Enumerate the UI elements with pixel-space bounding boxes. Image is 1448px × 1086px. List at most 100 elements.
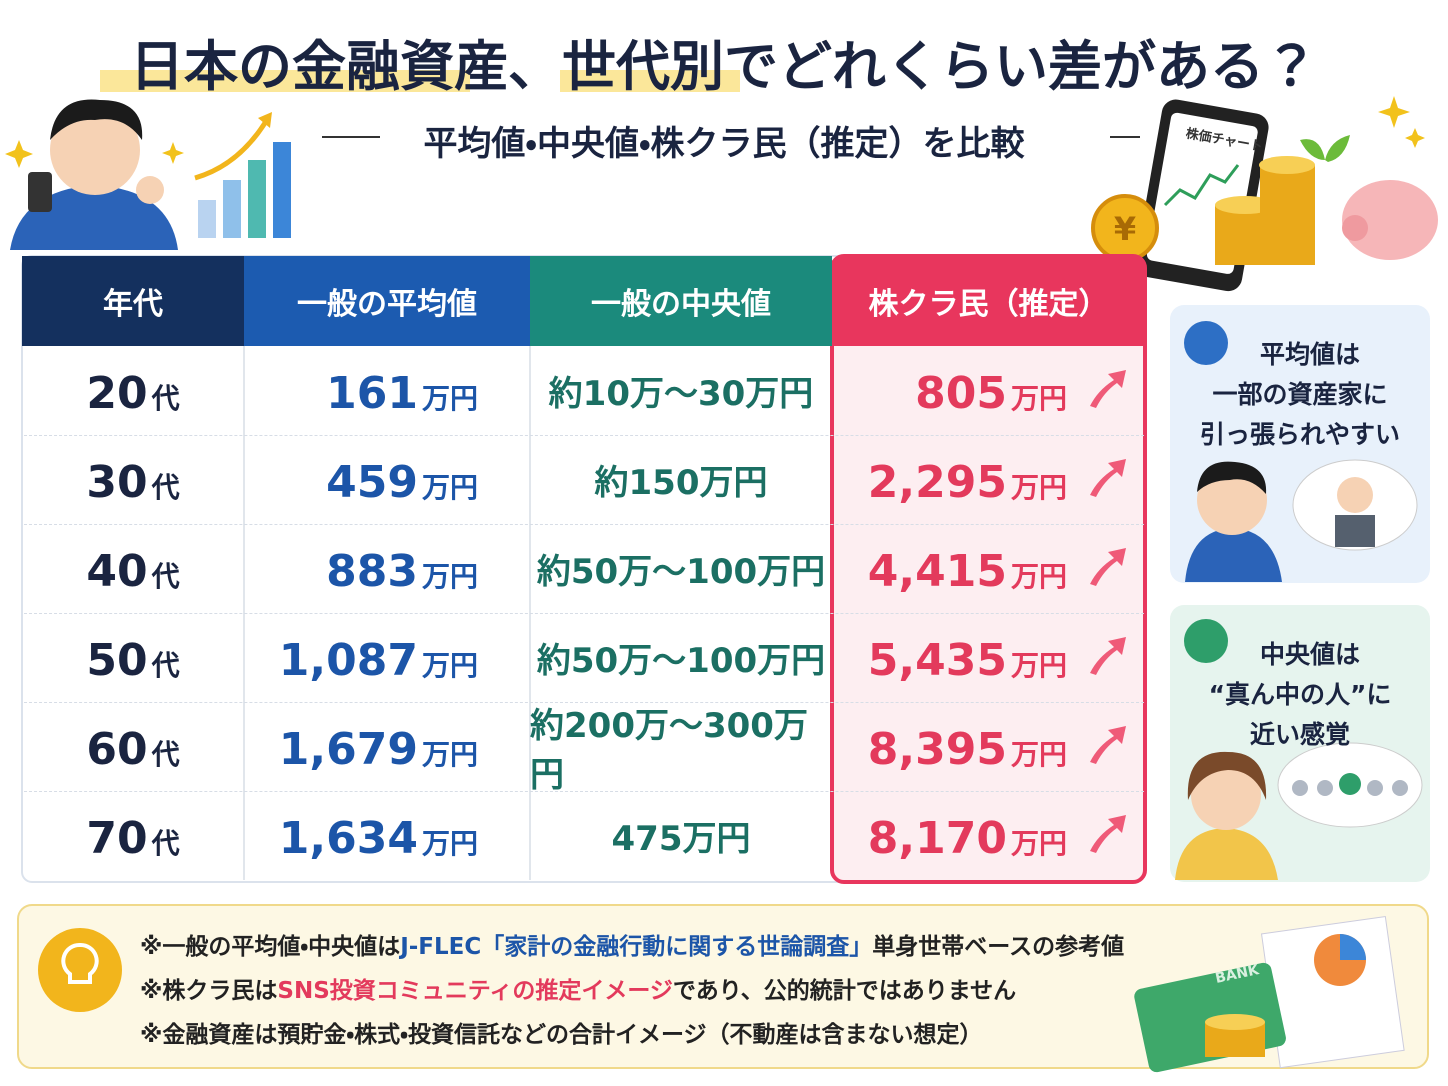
table-cell: 20 代 bbox=[22, 346, 244, 435]
row-divider bbox=[24, 702, 1144, 703]
note-line: 一部の資産家に bbox=[1212, 380, 1388, 409]
cell-text: 475万円 bbox=[611, 819, 751, 859]
cell-number: 805 bbox=[915, 368, 1007, 419]
title-highlight bbox=[100, 70, 470, 92]
table-cell: 約50万〜100万円 bbox=[530, 524, 832, 613]
cell-text: 約50万〜100万円 bbox=[536, 641, 826, 681]
table-cell: 70 代 bbox=[22, 791, 244, 880]
cell-number: 4,415 bbox=[867, 546, 1007, 597]
cell-unit: 万円 bbox=[421, 382, 478, 415]
row-divider bbox=[24, 524, 1144, 525]
table-cell: 1,679 万円 bbox=[244, 702, 530, 791]
table-cell: 459 万円 bbox=[244, 435, 530, 524]
cell-unit: 万円 bbox=[1010, 738, 1067, 771]
cell-number: 2,295 bbox=[867, 457, 1007, 508]
cell-number: 40 bbox=[86, 546, 148, 597]
person-illustration bbox=[10, 99, 178, 250]
footnote-segment: であり、公的統計ではありません bbox=[672, 978, 1017, 1004]
footnote: ※株クラ民はSNS投資コミュニティの推定イメージであり、公的統計ではありません bbox=[140, 971, 1016, 1005]
table-cell: 161 万円 bbox=[244, 346, 530, 435]
table-cell: 約50万〜100万円 bbox=[530, 613, 832, 702]
title: 日本の金融資産、世代別でどれくらい差がある？ bbox=[130, 35, 1318, 98]
thinking-person bbox=[1185, 459, 1418, 582]
column-header-text: 一般の中央値 bbox=[591, 287, 771, 322]
footnote-segment: ※一般の平均値・中央値は bbox=[140, 934, 401, 960]
growth-chart-illustration bbox=[194, 112, 291, 238]
cell-number: 161 bbox=[326, 368, 418, 419]
cell-unit: 万円 bbox=[1010, 649, 1067, 682]
table-cell: 8,395 万円 bbox=[832, 702, 1145, 791]
header-bg bbox=[22, 256, 244, 346]
note-line: 平均値は bbox=[1259, 340, 1360, 369]
up-arrow bbox=[1090, 370, 1126, 408]
row-divider bbox=[24, 613, 1144, 614]
row-divider bbox=[24, 791, 1144, 792]
cell-unit: 代 bbox=[151, 560, 180, 593]
highlight-column bbox=[830, 254, 1147, 884]
table-cell: 約10万〜30万円 bbox=[530, 346, 832, 435]
table-cell: 4,415 万円 bbox=[832, 524, 1145, 613]
subtitle: 平均値・中央値・株クラ民（推定）を比較 bbox=[423, 124, 1025, 164]
table-cell: 805 万円 bbox=[832, 346, 1145, 435]
footnote-segment: 単身世帯ベースの参考値 bbox=[872, 934, 1125, 960]
table-cell: 30 代 bbox=[22, 435, 244, 524]
table-cell: 5,435 万円 bbox=[832, 613, 1145, 702]
column-header: 年代 bbox=[22, 256, 244, 346]
cell-unit: 万円 bbox=[1010, 827, 1067, 860]
cell-unit: 万円 bbox=[421, 738, 478, 771]
svg-text:¥: ¥ bbox=[1114, 210, 1136, 248]
cell-number: 70 bbox=[86, 813, 148, 864]
up-arrow bbox=[1090, 459, 1126, 497]
note-line: 中央値は bbox=[1259, 640, 1360, 669]
note-line: 近い感覚 bbox=[1249, 720, 1350, 749]
note-line: “真ん中の人”に bbox=[1208, 680, 1392, 709]
table-cell: 475万円 bbox=[530, 791, 832, 880]
footnote-segment: ※株クラ民は bbox=[140, 978, 278, 1004]
note-line: 引っ張られやすい bbox=[1199, 420, 1400, 449]
cell-number: 8,170 bbox=[867, 813, 1007, 864]
note-icon bbox=[1184, 321, 1228, 365]
table-cell: 約200万〜300万円 bbox=[530, 702, 832, 795]
table-cell: 60 代 bbox=[22, 702, 244, 791]
cell-unit: 万円 bbox=[421, 471, 478, 504]
bulb-icon bbox=[61, 943, 99, 984]
column-header: 株クラ民（推定） bbox=[832, 256, 1145, 346]
cell-number: 1,634 bbox=[278, 813, 418, 864]
cell-number: 8,395 bbox=[867, 724, 1007, 775]
table-cell: 883 万円 bbox=[244, 524, 530, 613]
cell-number: 60 bbox=[86, 724, 148, 775]
cell-unit: 万円 bbox=[421, 560, 478, 593]
header-bg bbox=[530, 256, 832, 346]
column-header: 一般の平均値 bbox=[244, 256, 530, 346]
bulb-icon bbox=[38, 928, 122, 1012]
table-cell: 約150万円 bbox=[530, 435, 832, 524]
cell-number: 5,435 bbox=[867, 635, 1007, 686]
cell-unit: 万円 bbox=[421, 649, 478, 682]
sparkles bbox=[5, 96, 1425, 168]
cell-number: 1,087 bbox=[278, 635, 418, 686]
table-cell: 50 代 bbox=[22, 613, 244, 702]
table-cell: 1,634 万円 bbox=[244, 791, 530, 880]
pointing-person bbox=[1175, 742, 1423, 880]
cell-number: 50 bbox=[86, 635, 148, 686]
bank-illustration bbox=[1134, 916, 1405, 1073]
cell-unit: 代 bbox=[151, 471, 180, 504]
table-cell: 40 代 bbox=[22, 524, 244, 613]
title-highlight bbox=[560, 70, 740, 92]
footnote: ※一般の平均値・中央値はJ-FLEC「家計の金融行動に関する世論調査」単身世帯ベ… bbox=[140, 927, 1124, 961]
table-cell: 1,087 万円 bbox=[244, 613, 530, 702]
header-bg bbox=[834, 258, 1143, 346]
cell-number: 20 bbox=[86, 368, 148, 419]
column-header-text: 株クラ民（推定） bbox=[868, 287, 1109, 322]
cell-number: 1,679 bbox=[278, 724, 418, 775]
footnote-panel bbox=[17, 904, 1429, 1069]
cell-unit: 代 bbox=[151, 649, 180, 682]
column-header-text: 一般の平均値 bbox=[297, 287, 477, 322]
cell-unit: 万円 bbox=[1010, 560, 1067, 593]
cell-unit: 代 bbox=[151, 827, 180, 860]
table-cell: 8,170 万円 bbox=[832, 791, 1145, 880]
up-arrow bbox=[1090, 815, 1126, 853]
cell-text: 約50万〜100万円 bbox=[536, 552, 826, 592]
